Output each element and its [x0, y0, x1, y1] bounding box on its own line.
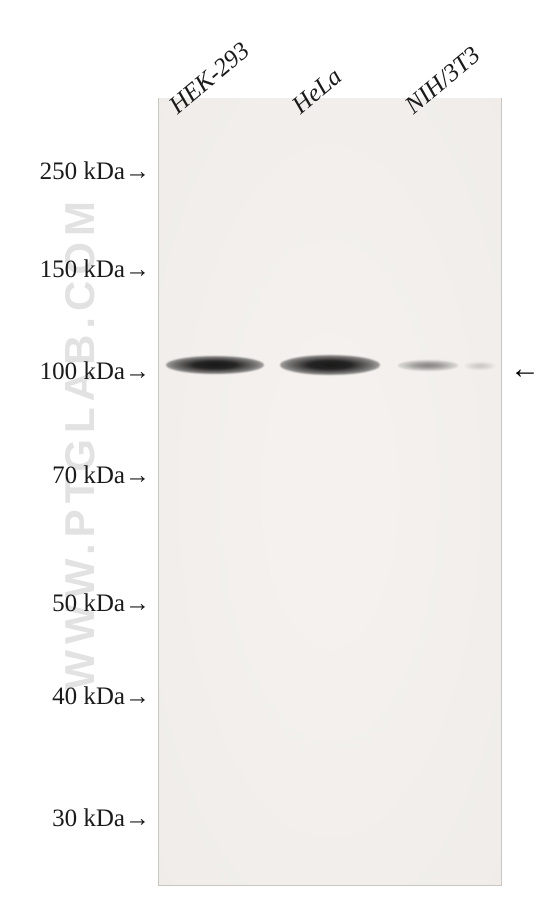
marker-label-40: 40 kDa→ [52, 682, 150, 711]
western-blot-figure: WWW.PTGLAB.COM HEK-293 HeLa NIH/3T3 250 … [0, 0, 560, 903]
blot-band [465, 362, 495, 370]
blot-band [166, 356, 264, 374]
blot-band [280, 355, 380, 375]
marker-text: 40 kDa [52, 683, 125, 710]
marker-text: 50 kDa [52, 590, 125, 617]
marker-label-150: 150 kDa→ [40, 255, 150, 284]
marker-text: 70 kDa [52, 462, 125, 489]
marker-label-50: 50 kDa→ [52, 589, 150, 618]
target-arrow-icon: ← [510, 352, 540, 386]
marker-text: 150 kDa [40, 256, 125, 283]
marker-arrow-icon: → [125, 682, 150, 711]
blot-membrane [158, 98, 502, 886]
marker-arrow-icon: → [125, 589, 150, 618]
marker-arrow-icon: → [125, 357, 150, 386]
blot-band [398, 360, 458, 371]
marker-label-250: 250 kDa→ [40, 157, 150, 186]
marker-label-70: 70 kDa→ [52, 461, 150, 490]
marker-text: 30 kDa [52, 805, 125, 832]
marker-label-30: 30 kDa→ [52, 804, 150, 833]
marker-text: 100 kDa [40, 358, 125, 385]
marker-arrow-icon: → [125, 255, 150, 284]
marker-text: 250 kDa [40, 158, 125, 185]
marker-arrow-icon: → [125, 461, 150, 490]
marker-label-100: 100 kDa→ [40, 357, 150, 386]
marker-arrow-icon: → [125, 804, 150, 833]
marker-arrow-icon: → [125, 157, 150, 186]
